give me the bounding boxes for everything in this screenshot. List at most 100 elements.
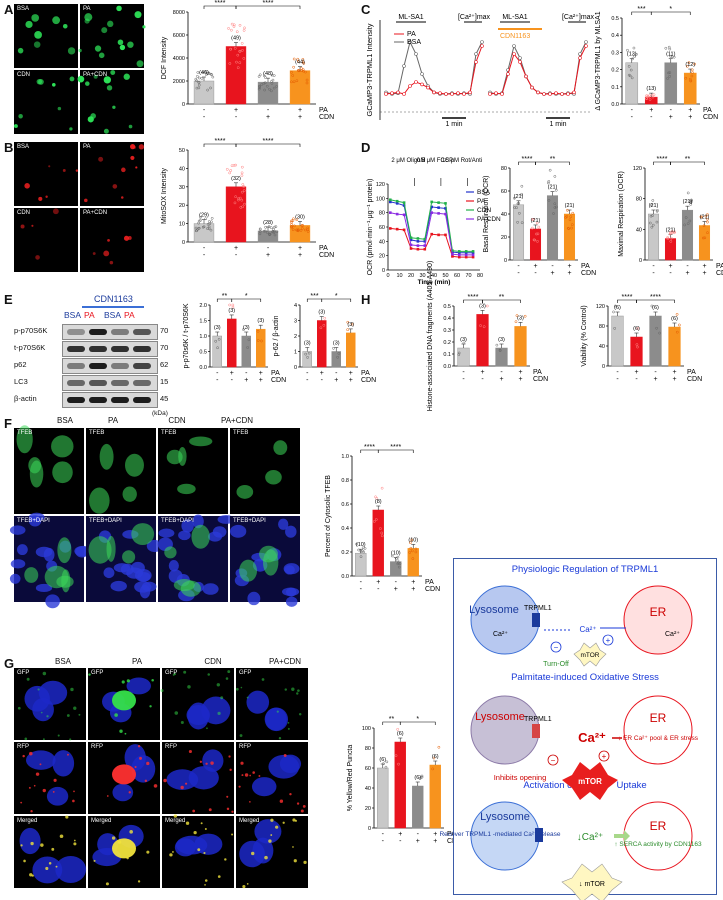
cell-dot xyxy=(130,155,135,160)
micrograph-label: BSA xyxy=(17,144,30,150)
ocr-point xyxy=(430,211,433,214)
micrograph-label: CDN xyxy=(17,72,30,78)
blot-lane-labels: BSA PA BSA PA xyxy=(64,310,164,322)
tfeb-cell xyxy=(125,453,144,477)
sig-bracket xyxy=(399,721,436,725)
data-point xyxy=(199,216,202,219)
cell-dot xyxy=(69,76,75,82)
y-tick-label: 0 xyxy=(294,365,297,371)
micrograph-image: BSA xyxy=(14,4,78,68)
data-point xyxy=(274,225,278,229)
cdn-sign: - xyxy=(650,114,653,121)
data-point xyxy=(290,70,293,74)
blot-kda-unit: (kDa) xyxy=(152,410,168,417)
ocr-point xyxy=(423,240,427,243)
blot-band xyxy=(133,329,151,335)
cell-dot xyxy=(31,14,40,22)
y-tick-label: 0 xyxy=(639,258,642,264)
data-point xyxy=(290,80,293,84)
data-point xyxy=(271,78,275,82)
cell-dot xyxy=(121,167,126,173)
data-point xyxy=(267,225,271,228)
micrograph-label: Merged xyxy=(91,818,112,824)
data-point xyxy=(273,225,276,229)
pa-sign: + xyxy=(702,263,706,270)
cdn-sign: - xyxy=(360,586,363,593)
data-point xyxy=(530,218,534,222)
cell-dot xyxy=(128,124,133,129)
ocr-point xyxy=(471,250,475,253)
tfeb-cell xyxy=(273,440,288,456)
pa-sign: + xyxy=(518,369,522,376)
nucleus xyxy=(202,583,219,595)
y-axis-label: Percent of Cytosolic TFEB xyxy=(325,475,332,557)
data-point xyxy=(374,518,378,521)
cell-dot xyxy=(52,208,59,215)
data-point xyxy=(706,220,709,224)
data-point xyxy=(567,227,571,231)
panel-label-e: E xyxy=(4,292,13,307)
data-point xyxy=(229,47,233,51)
puncta xyxy=(67,753,69,756)
data-point xyxy=(627,73,631,77)
pa-sign: + xyxy=(230,370,234,377)
nucleus xyxy=(186,705,211,726)
ocr-point xyxy=(402,213,406,217)
data-point xyxy=(689,79,693,83)
data-point xyxy=(346,320,350,324)
y-axis-label: % Yellow/Red Puncta xyxy=(347,745,354,812)
cdn-sign: + xyxy=(394,586,398,593)
sig-label: * xyxy=(416,716,419,723)
micrograph-image: TFEB+DAPI xyxy=(86,516,163,602)
puncta xyxy=(42,738,45,741)
nucleus xyxy=(24,685,50,712)
y-tick-label: 2000 xyxy=(173,79,185,85)
cdn-row-label: CDN xyxy=(703,114,718,121)
cell-dot xyxy=(62,23,68,29)
cell-dot xyxy=(110,70,116,75)
puncta xyxy=(129,830,133,834)
data-point xyxy=(566,208,569,212)
y-axis-label: Viability (% Control) xyxy=(581,305,588,366)
ocr-point xyxy=(389,211,392,214)
cdn-sign: + xyxy=(672,376,676,383)
trace-point xyxy=(414,80,418,84)
tfeb-cell xyxy=(122,550,136,564)
micrograph-cells xyxy=(163,749,234,813)
micrograph-cells xyxy=(157,514,235,602)
pa-sign: - xyxy=(686,263,689,270)
inhibits-label: Inhibits opening xyxy=(494,773,547,782)
sig-label: **** xyxy=(622,294,633,301)
puncta xyxy=(128,791,131,794)
data-point xyxy=(272,231,276,234)
data-point xyxy=(658,331,661,335)
data-point xyxy=(292,217,295,221)
data-point xyxy=(227,27,230,30)
pa-sign: + xyxy=(411,579,415,586)
data-point xyxy=(195,86,199,90)
data-point xyxy=(684,216,688,219)
micrograph-image: Merged xyxy=(14,815,87,888)
y-axis-label: Maximal Respiration (OCR) xyxy=(618,171,625,257)
data-point xyxy=(380,534,384,538)
trace-point xyxy=(584,44,588,48)
data-point xyxy=(263,229,267,233)
puncta xyxy=(17,706,21,710)
data-point xyxy=(362,550,366,554)
nucleus xyxy=(124,744,146,771)
micrograph-image: CDN xyxy=(13,70,78,134)
trace-point xyxy=(518,56,522,60)
time-scale-label: 1 min xyxy=(445,121,462,128)
er-label: ER xyxy=(650,605,667,619)
panel-label-b: B xyxy=(4,140,14,155)
data-point xyxy=(197,86,201,90)
ocr-point xyxy=(409,238,413,242)
puncta xyxy=(183,670,187,674)
x-axis-label: Time (min) xyxy=(418,279,451,286)
sig-label: **** xyxy=(522,156,533,163)
puncta xyxy=(160,689,164,693)
y-tick-label: 4 xyxy=(294,303,297,309)
data-point xyxy=(411,557,415,560)
